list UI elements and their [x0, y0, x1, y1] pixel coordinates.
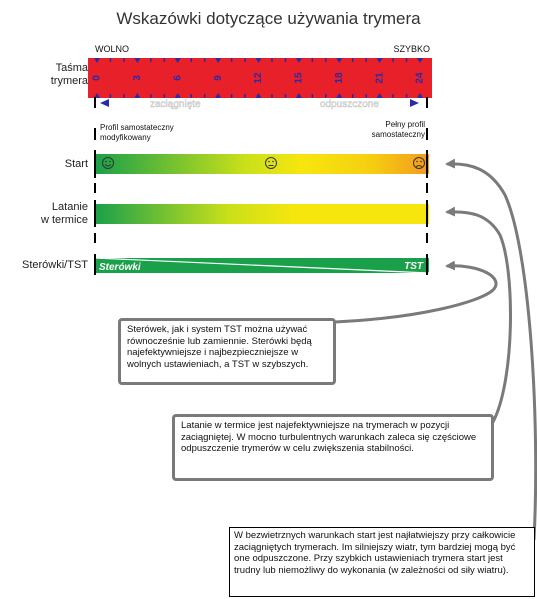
tape-tick-bottom — [417, 93, 423, 98]
frown-icon — [413, 157, 425, 169]
tape-tick-bottom — [376, 93, 383, 98]
profile-left-line2: modyfikowany — [100, 133, 151, 142]
tape-marks: 0 3 6 9 12 15 18 21 24 — [92, 58, 426, 98]
start-note-pointer — [445, 158, 537, 541]
profile-right-label: Pełny profil samostateczny — [330, 120, 425, 140]
right-arrow-icon — [410, 99, 419, 107]
brakes-note-pointer — [334, 260, 498, 324]
tape-tick-top — [255, 58, 262, 63]
row-label-brakes: Sterówki/TST — [21, 259, 88, 271]
tst-bar-label: TST — [404, 261, 424, 272]
tape-tick-bottom — [174, 93, 181, 98]
tape-scale-label: 12 — [253, 72, 264, 84]
tape-scale-label: 3 — [132, 75, 143, 81]
speed-slow-label: WOLNO — [95, 44, 130, 54]
tape-tick-bottom — [134, 93, 141, 98]
profile-right-line2: samostateczny — [371, 130, 425, 139]
tape-scale-label: 24 — [415, 72, 426, 84]
start-bar — [95, 154, 429, 174]
left-arrow-icon — [100, 99, 109, 107]
tape-tick-bottom — [336, 93, 343, 98]
tape-tick-top — [174, 58, 181, 63]
trimmer-tape — [88, 58, 432, 98]
tape-scale-label: 21 — [374, 72, 385, 84]
range-arrows: zaciągnięte odpuszczone — [94, 97, 428, 140]
tape-scale-label: 18 — [334, 72, 345, 84]
trimmer-tape-label-line1: Taśma — [55, 62, 88, 74]
note-thermal: Latanie w termice jest najefektywniejsze… — [172, 414, 494, 481]
note-start: W bezwietrznych warunkach start jest naj… — [229, 527, 535, 597]
smile-icon — [102, 157, 114, 169]
tape-tick-top — [94, 58, 100, 63]
note-brakes-tst: Sterówek, jak i system TST można używać … — [118, 318, 336, 385]
pulled-label: zaciągnięte — [150, 99, 201, 110]
profile-left-label: Profil samostateczny modyfikowany — [100, 123, 220, 143]
row-label-thermal-line2: w termice — [40, 214, 88, 226]
tape-scale-label: 9 — [213, 75, 224, 81]
released-label: odpuszczone — [320, 99, 379, 110]
tape-tick-bottom — [295, 93, 302, 98]
tape-tick-bottom — [94, 93, 100, 98]
tape-tick-top — [376, 58, 383, 63]
tape-scale-label: 0 — [92, 75, 103, 81]
thermal-note-pointer — [445, 206, 512, 423]
speed-fast-label: SZYBKO — [393, 44, 430, 54]
brakes-bar-label: Sterówki — [99, 262, 141, 273]
tape-tick-top — [295, 58, 302, 63]
neutral-face-icon — [265, 157, 277, 169]
tape-tick-bottom — [215, 93, 222, 98]
brakes-tst-divider — [94, 257, 430, 274]
tape-tick-bottom — [255, 93, 262, 98]
profile-right-line1: Pełny profil — [385, 120, 425, 129]
row-label-thermal: Latanie w termice — [10, 201, 88, 227]
tape-tick-top — [336, 58, 343, 63]
profile-left-line1: Profil samostateczny — [100, 123, 174, 132]
tape-tick-top — [134, 58, 141, 63]
diagram-title: Wskazówki dotyczące używania trymera — [116, 9, 421, 28]
thermal-bar — [95, 204, 429, 224]
tape-tick-top — [215, 58, 222, 63]
tape-scale-label: 6 — [172, 75, 183, 81]
trimmer-tape-label-line2: trymera — [50, 75, 88, 87]
tape-tick-top — [417, 58, 423, 63]
tape-scale-label: 15 — [294, 72, 305, 84]
row-label-thermal-line1: Latanie — [51, 201, 88, 213]
trimmer-tape-label: Taśma trymera — [20, 62, 88, 88]
row-label-start: Start — [64, 158, 88, 170]
